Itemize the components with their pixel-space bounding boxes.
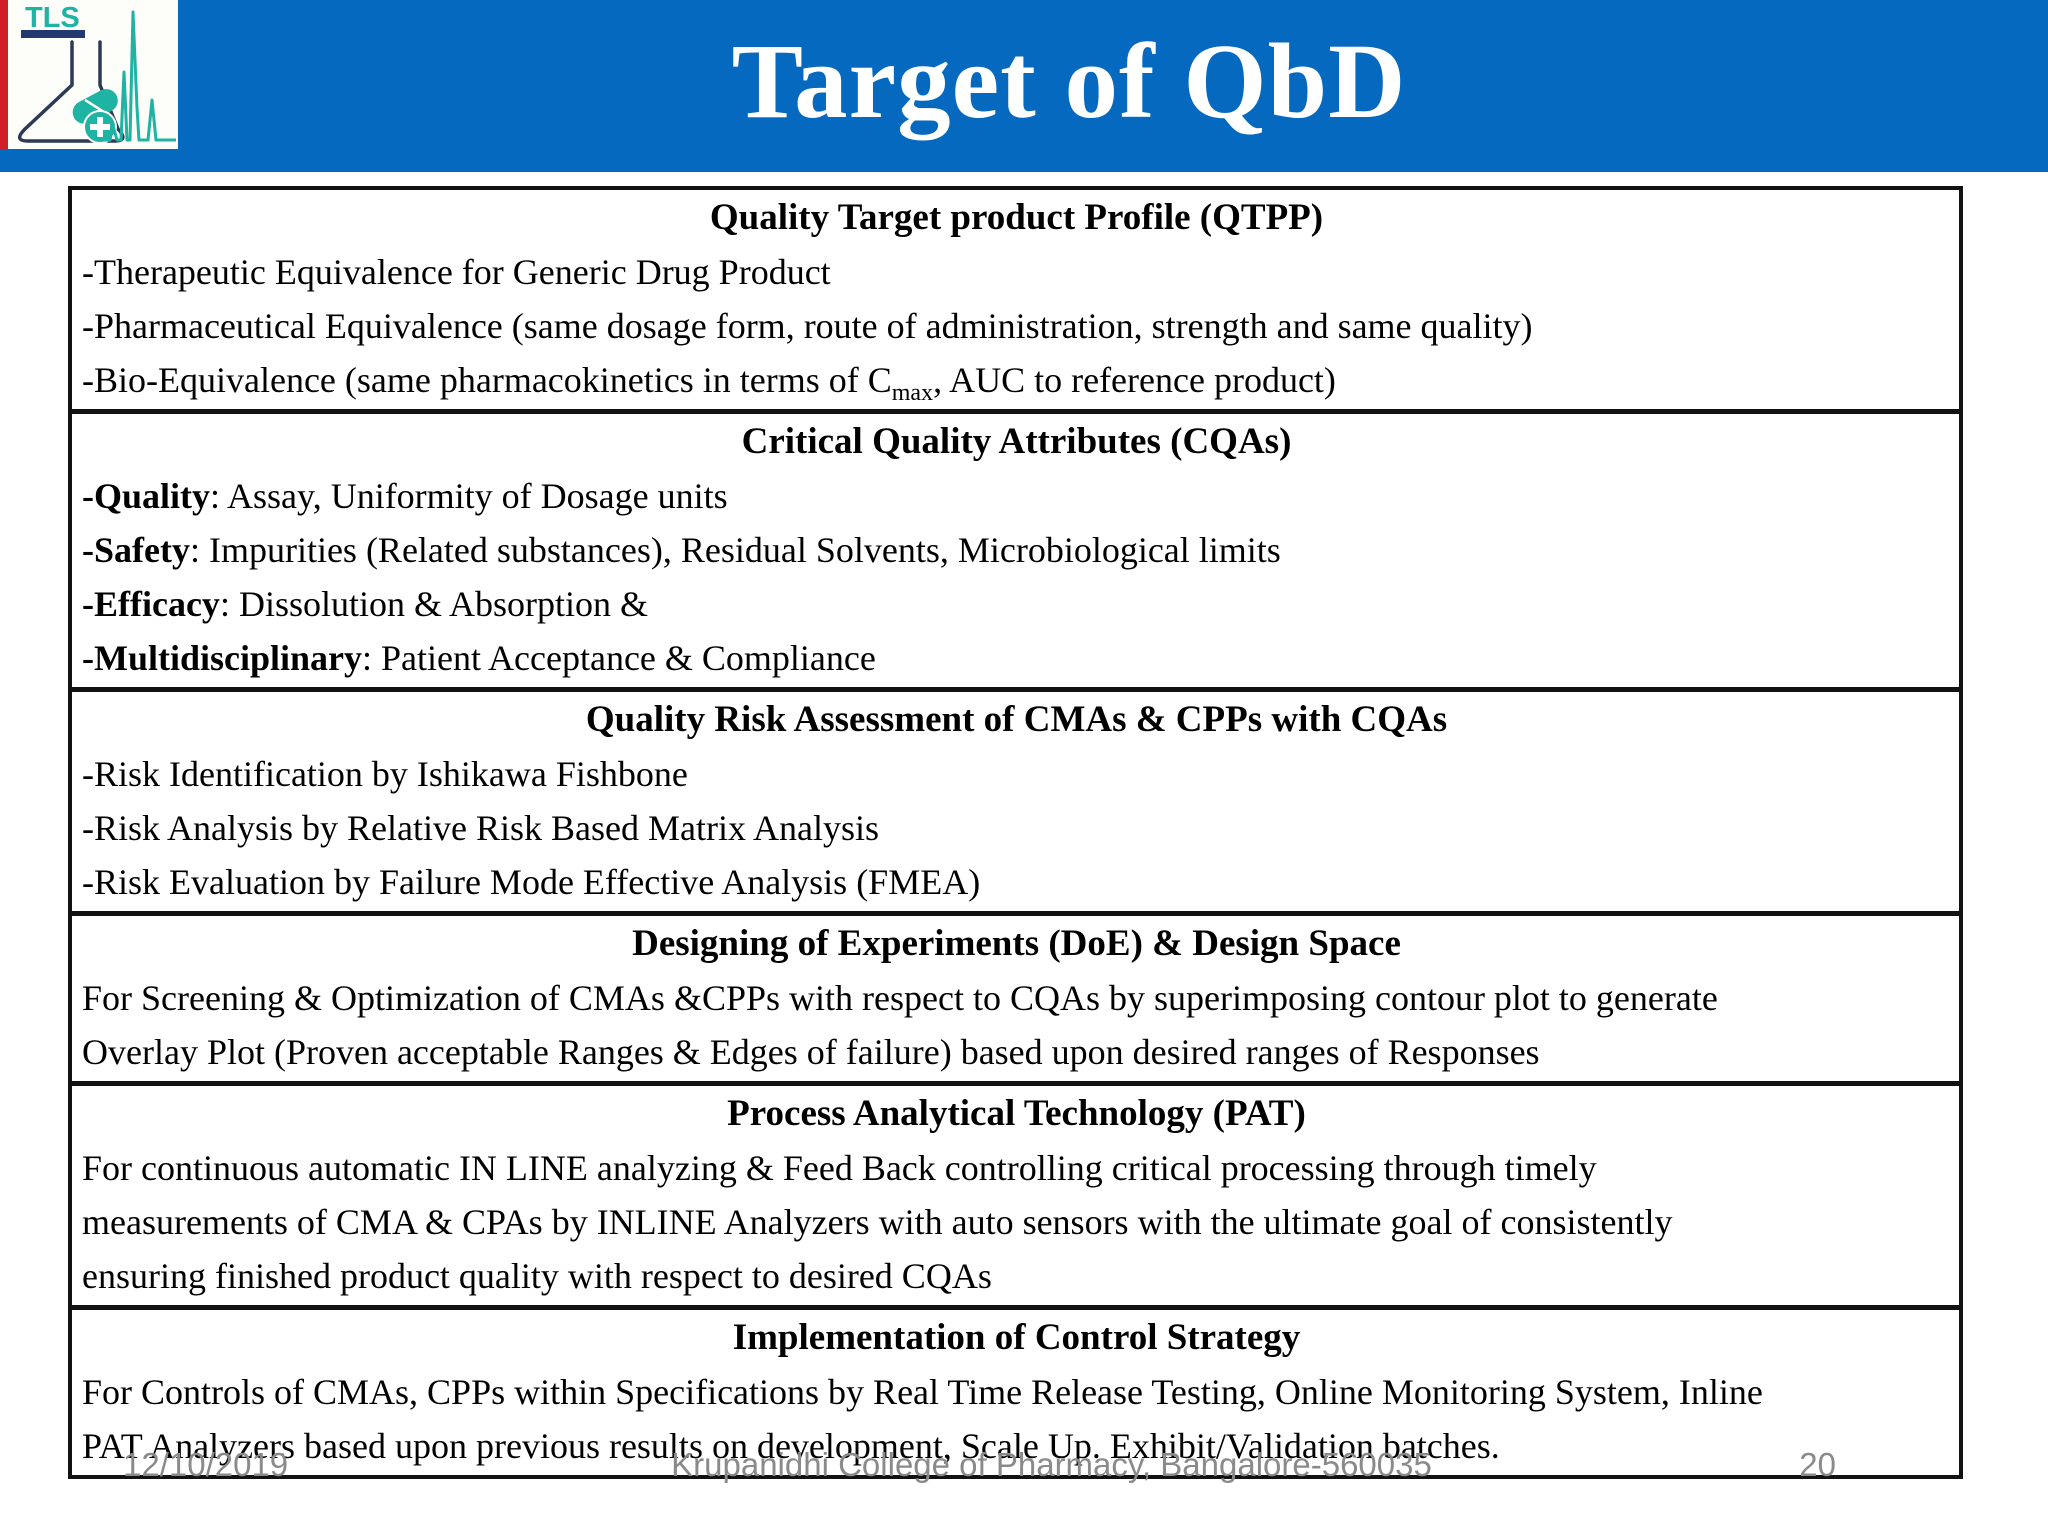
table-section: Critical Quality Attributes (CQAs) -Quali… (72, 414, 1959, 692)
logo-tls-text: TLS (25, 2, 80, 34)
line-text: -Therapeutic Equivalence for Generic Dru… (82, 252, 831, 292)
subscript-text: max (891, 380, 934, 407)
section-line: Overlay Plot (Proven acceptable Ranges &… (82, 1025, 1951, 1079)
table-section: Implementation of Control Strategy For Co… (72, 1310, 1959, 1475)
line-text: : Impurities (Related substances), Resid… (189, 530, 1281, 570)
line-text: -Risk Evaluation by Failure Mode Effecti… (82, 862, 981, 902)
section-line: -Bio-Equivalence (same pharmacokinetics … (82, 353, 1951, 407)
table-section: Process Analytical Technology (PAT) For c… (72, 1086, 1959, 1310)
line-text: ensuring finished product quality with r… (82, 1256, 992, 1296)
line-text: : Assay, Uniformity of Dosage units (210, 476, 728, 516)
section-heading: Implementation of Control Strategy (732, 1317, 1301, 1358)
chromatogram-icon (103, 10, 176, 142)
cross-icon (90, 117, 110, 137)
line-text: PAT Analyzers based upon previous result… (82, 1426, 1500, 1466)
section-line: -Safety: Impurities (Related substances)… (82, 523, 1951, 577)
section-line: PAT Analyzers based upon previous result… (82, 1419, 1951, 1473)
section-line: -Efficacy: Dissolution & Absorption & (82, 577, 1951, 631)
qbd-table: Quality Target product Profile (QTPP) -Th… (68, 186, 1963, 1479)
footer-college: Krupanidhi College of Pharmacy, Bangalor… (671, 1446, 1432, 1483)
line-text: -Risk Analysis by Relative Risk Based Ma… (82, 808, 879, 848)
section-heading: Process Analytical Technology (PAT) (727, 1093, 1306, 1134)
line-text: measurements of CMA & CPAs by INLINE Ana… (82, 1202, 1673, 1242)
section-line: -Therapeutic Equivalence for Generic Dru… (82, 245, 1951, 299)
line-text: Overlay Plot (Proven acceptable Ranges &… (82, 1032, 1540, 1072)
line-text: -Safety (82, 530, 190, 570)
line-text: For Controls of CMAs, CPPs within Specif… (82, 1372, 1763, 1412)
red-accent-strip (0, 0, 8, 149)
line-text: For continuous automatic IN LINE analyzi… (82, 1148, 1597, 1188)
section-line: -Risk Evaluation by Failure Mode Effecti… (82, 855, 1951, 909)
section-heading: Quality Target product Profile (QTPP) (709, 197, 1324, 238)
logo-underline (21, 30, 85, 38)
section-line: For continuous automatic IN LINE analyzi… (82, 1141, 1951, 1195)
line-text: -Bio-Equivalence (same pharmacokinetics … (82, 360, 892, 400)
line-text: : Patient Acceptance & Compliance (362, 638, 876, 678)
line-text: For Screening & Optimization of CMAs &CP… (82, 978, 1718, 1018)
slide-footer: 12/10/2019 Krupanidhi College of Pharmac… (0, 1446, 2048, 1494)
section-line: -Risk Analysis by Relative Risk Based Ma… (82, 801, 1951, 855)
table-section: Designing of Experiments (DoE) & Design … (72, 916, 1959, 1086)
section-heading: Quality Risk Assessment of CMAs & CPPs w… (585, 699, 1448, 740)
slide-header: TLS Target of QbD (0, 0, 2048, 172)
footer-date: 12/10/2019 (123, 1446, 289, 1483)
line-text: -Pharmaceutical Equivalence (same dosage… (82, 306, 1533, 346)
section-line: -Multidisciplinary: Patient Acceptance &… (82, 631, 1951, 685)
section-line: ensuring finished product quality with r… (82, 1249, 1951, 1303)
tls-logo-icon: TLS (18, 2, 176, 144)
tls-logo: TLS (8, 0, 178, 149)
line-text: -Multidisciplinary (82, 638, 363, 678)
section-line: For Screening & Optimization of CMAs &CP… (82, 971, 1951, 1025)
section-heading: Critical Quality Attributes (CQAs) (741, 421, 1292, 462)
table-section: Quality Risk Assessment of CMAs & CPPs w… (72, 692, 1959, 916)
section-line: For Controls of CMAs, CPPs within Specif… (82, 1365, 1951, 1419)
table-section: Quality Target product Profile (QTPP) -Th… (72, 190, 1959, 414)
line-text: -Efficacy (82, 584, 220, 624)
footer-page-number: 20 (1799, 1446, 1836, 1483)
line-text: , AUC to reference product) (933, 360, 1336, 400)
slide-title: Target of QbD (731, 23, 1407, 141)
section-line: measurements of CMA & CPAs by INLINE Ana… (82, 1195, 1951, 1249)
section-line: -Pharmaceutical Equivalence (same dosage… (82, 299, 1951, 353)
section-heading: Designing of Experiments (DoE) & Design … (632, 923, 1401, 964)
line-text: -Quality (82, 476, 211, 516)
section-line: -Quality: Assay, Uniformity of Dosage un… (82, 469, 1951, 523)
section-line: -Risk Identification by Ishikawa Fishbon… (82, 747, 1951, 801)
line-text: -Risk Identification by Ishikawa Fishbon… (82, 754, 688, 794)
line-text: : Dissolution & Absorption & (219, 584, 648, 624)
